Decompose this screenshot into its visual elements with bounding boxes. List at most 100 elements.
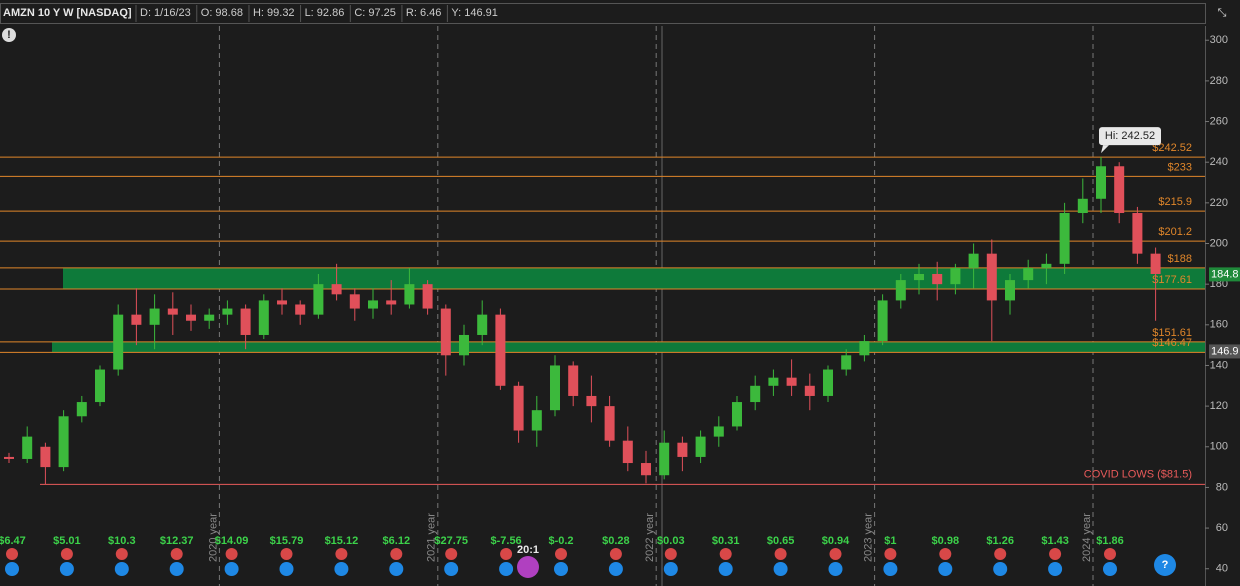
earnings-icon[interactable] xyxy=(555,548,567,560)
earnings-icon[interactable] xyxy=(884,548,897,560)
candle-body xyxy=(823,369,833,396)
candle-body xyxy=(404,284,415,305)
help-icon[interactable] xyxy=(1154,554,1176,576)
earnings-icon[interactable] xyxy=(939,548,952,560)
alert-glyph: ! xyxy=(7,29,11,41)
candle-body xyxy=(1005,280,1015,301)
earnings-icon[interactable] xyxy=(609,548,622,560)
earnings-icon[interactable] xyxy=(445,548,458,560)
year-label: 2021 year xyxy=(426,513,438,562)
dividend-icon[interactable] xyxy=(389,562,404,576)
year-label: 2022 year xyxy=(644,513,656,562)
earnings-icon[interactable] xyxy=(829,548,842,560)
candle-body xyxy=(1077,198,1088,214)
dividend-icon[interactable] xyxy=(883,562,898,576)
earnings-icon[interactable] xyxy=(774,548,787,560)
candle-body xyxy=(1114,166,1125,214)
dividend-icon[interactable] xyxy=(938,562,953,576)
header-stat: C: 97.25 xyxy=(354,7,396,19)
candle-body xyxy=(968,253,979,268)
candle-body xyxy=(586,395,597,407)
candle-body xyxy=(841,355,852,370)
split-icon[interactable] xyxy=(517,556,539,578)
covid-low-label: COVID LOWS ($81.5) xyxy=(1084,468,1192,480)
header-bar xyxy=(0,3,1206,24)
candle-body xyxy=(1023,267,1034,281)
tools-icon[interactable]: ⤡ xyxy=(1218,7,1227,19)
dividend-icon[interactable] xyxy=(773,562,788,576)
level-label: $188 xyxy=(1168,253,1192,265)
candle-body xyxy=(895,280,906,301)
dividend-icon[interactable] xyxy=(169,562,184,576)
candle-body xyxy=(622,440,633,464)
candle-body xyxy=(440,308,451,356)
chart-title: AMZN 10 Y W [NASDAQ] xyxy=(3,7,132,19)
candle-body xyxy=(58,416,69,468)
earnings-label: $0.65 xyxy=(767,535,795,547)
dividend-icon[interactable] xyxy=(718,562,733,576)
earnings-icon[interactable] xyxy=(225,548,238,560)
y-tick-label: 60 xyxy=(1216,522,1228,534)
dividend-icon[interactable] xyxy=(554,562,568,576)
candle-body xyxy=(914,273,924,281)
dividend-icon[interactable] xyxy=(5,562,19,576)
candle-body xyxy=(22,436,33,459)
dividend-icon[interactable] xyxy=(1048,562,1063,576)
candle-body xyxy=(859,341,870,356)
dividend-icon[interactable] xyxy=(828,562,843,576)
dividend-icon[interactable] xyxy=(279,562,294,576)
earnings-icon[interactable] xyxy=(1049,548,1062,560)
alert-icon[interactable] xyxy=(2,28,16,42)
candle-body xyxy=(932,273,943,285)
candle-body xyxy=(167,308,178,315)
hi-marker-pointer xyxy=(1101,145,1109,154)
dividend-icon[interactable] xyxy=(1103,562,1117,576)
earnings-icon[interactable] xyxy=(170,548,183,560)
dividend-icon[interactable] xyxy=(59,562,74,576)
dividend-icon[interactable] xyxy=(334,562,349,576)
hi-marker-box xyxy=(1099,127,1161,146)
y-tick-label: 300 xyxy=(1210,34,1228,46)
earnings-label: $6.47 xyxy=(0,535,26,547)
candle-body xyxy=(1150,253,1161,274)
y-tick-label: 40 xyxy=(1216,563,1228,575)
candle-body xyxy=(277,300,287,305)
earnings-label: $1.26 xyxy=(986,535,1014,547)
earnings-icon[interactable] xyxy=(115,548,128,560)
earnings-label: $14.09 xyxy=(215,535,249,547)
y-tick-label: 160 xyxy=(1210,319,1228,331)
earnings-label: $0.94 xyxy=(822,535,850,547)
candle-body xyxy=(495,314,506,386)
earnings-label: $6.12 xyxy=(383,535,411,547)
earnings-icon[interactable] xyxy=(994,548,1007,560)
earnings-icon[interactable] xyxy=(6,548,18,560)
earnings-icon[interactable] xyxy=(500,548,513,560)
dividend-icon[interactable] xyxy=(224,562,239,576)
level-label: $215.9 xyxy=(1158,196,1192,208)
y-tick-label: 80 xyxy=(1216,481,1228,493)
earnings-icon[interactable] xyxy=(280,548,293,560)
year-label: 2024 year xyxy=(1081,513,1093,562)
dividend-icon[interactable] xyxy=(993,562,1008,576)
y-tick-label: 220 xyxy=(1210,197,1228,209)
earnings-label: $0.28 xyxy=(602,535,630,547)
dividend-icon[interactable] xyxy=(499,562,514,576)
level-label: $242.52 xyxy=(1152,142,1192,154)
dividend-icon[interactable] xyxy=(444,562,459,576)
earnings-icon[interactable] xyxy=(664,548,677,560)
earnings-icon[interactable] xyxy=(719,548,732,560)
dividend-icon[interactable] xyxy=(608,562,623,576)
candle-body xyxy=(568,365,579,396)
earnings-icon[interactable] xyxy=(335,548,348,560)
earnings-icon[interactable] xyxy=(60,548,73,560)
earnings-icon[interactable] xyxy=(1104,548,1116,560)
dividend-icon[interactable] xyxy=(114,562,129,576)
earnings-icon[interactable] xyxy=(390,548,403,560)
candle-body xyxy=(4,456,14,459)
dividend-icon[interactable] xyxy=(663,562,678,576)
earnings-label: $12.37 xyxy=(160,535,194,547)
earnings-label: $0.31 xyxy=(712,535,740,547)
earnings-label: $-0.2 xyxy=(548,535,573,547)
